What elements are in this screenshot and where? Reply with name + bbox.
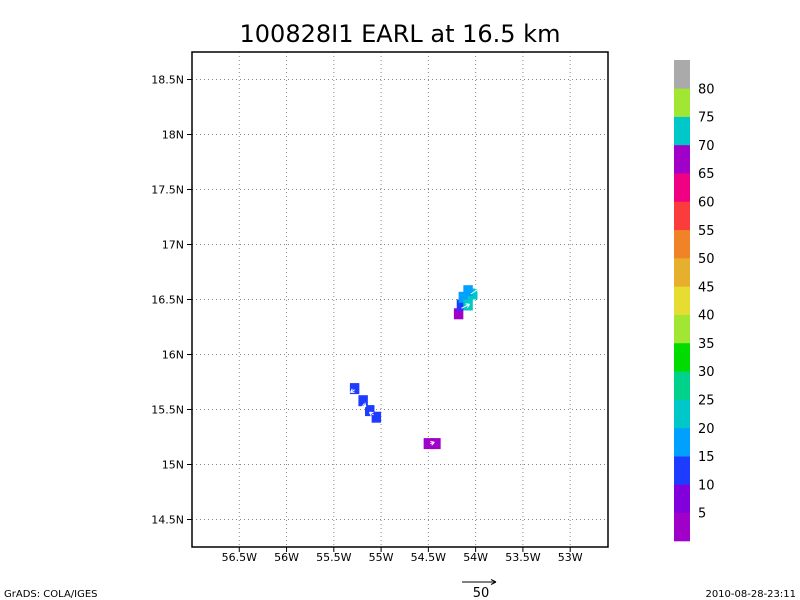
colorbar-swatch [674,314,690,344]
y-tick-label: 15.5N [151,404,184,417]
colorbar-swatch [674,60,690,89]
footer-timestamp: 2010-08-28-23:11 [705,589,796,600]
y-tick-label: 17N [162,239,184,252]
data-cell [456,299,467,311]
wind-vector [461,303,471,309]
colorbar-label: 10 [698,478,715,493]
colorbar-swatch [674,427,690,457]
colorbar-swatch [674,201,690,231]
data-cell [463,285,473,297]
x-tick-label: 53W [558,551,583,564]
colorbar-label: 75 [698,111,715,126]
data-cell [371,411,382,423]
colorbar-label: 60 [698,195,715,210]
x-tick-label: 54.5W [411,551,446,564]
wind-vector [368,411,374,417]
colorbar-swatch [674,258,690,287]
y-tick-label: 15N [162,459,184,472]
colorbar-swatch [674,342,690,372]
colorbar-label: 25 [698,394,715,409]
y-tick-label: 18N [162,129,184,142]
data-cell [423,438,434,450]
vector-scale-arrowhead [490,579,497,585]
colorbar-swatch [674,144,690,174]
data-cell [349,383,360,395]
colorbar-label: 15 [698,450,715,465]
colorbar: 5 10 15 20 25 30 35 40 45 50 55 60 65 70 75 80 [674,60,715,542]
colorbar-swatch [674,286,690,315]
x-tick-label: 55.5W [316,551,351,564]
grid-lines [192,52,608,547]
data-cells [349,285,478,450]
footer-credit: GrADS: COLA/IGES [4,589,98,600]
colorbar-label: 80 [698,82,715,97]
wind-vectors [350,288,480,446]
colorbar-swatch [674,116,690,146]
y-tick-label: 14.5N [151,514,184,527]
wind-vector [430,440,435,446]
x-tick-label: 54W [463,551,488,564]
x-tick-label: 53.5W [505,551,540,564]
colorbar-swatch [674,173,690,202]
colorbar-swatch [674,399,690,429]
colorbar-swatch [674,456,690,485]
colorbar-label: 70 [698,139,715,154]
wind-vector [350,388,355,393]
colorbar-label: 55 [698,224,715,239]
colorbar-label: 50 [698,252,715,267]
vector-scale: 50 [462,579,497,600]
colorbar-label: 20 [698,422,715,437]
y-tick-label: 16N [162,349,184,362]
y-tick-label: 17.5N [151,184,184,197]
data-cell [453,308,464,320]
colorbar-swatch [674,512,690,542]
colorbar-swatch [674,88,690,117]
wind-vector [361,402,367,408]
data-cell [365,405,375,417]
y-tick-label: 16.5N [151,294,184,307]
data-cell [358,395,368,407]
data-cell [431,438,441,450]
latitude-ticks: 14.5N 15N 15.5N 16N 16.5N 17N 17.5N 18N 18.5N [151,74,192,527]
y-tick-label: 18.5N [151,74,184,87]
x-tick-label: 56W [274,551,299,564]
colorbar-swatch [674,371,690,400]
vector-scale-label: 50 [473,586,490,600]
longitude-ticks: 56.5W 56W 55.5W 55W 54.5W 54W 53.5W 53W [222,547,583,564]
colorbar-label: 30 [698,365,715,380]
colorbar-label: 40 [698,309,715,324]
map-title: 100828I1 EARL at 16.5 km [240,20,561,48]
colorbar-label: 65 [698,167,715,182]
colorbar-swatch [674,484,690,514]
x-tick-label: 55W [369,551,394,564]
data-cell [458,291,469,303]
colorbar-label: 35 [698,337,715,352]
colorbar-swatch [674,229,690,259]
colorbar-label: 45 [698,280,715,295]
wind-vector [470,288,480,295]
x-tick-label: 56.5W [222,551,257,564]
colorbar-label: 5 [698,507,706,522]
